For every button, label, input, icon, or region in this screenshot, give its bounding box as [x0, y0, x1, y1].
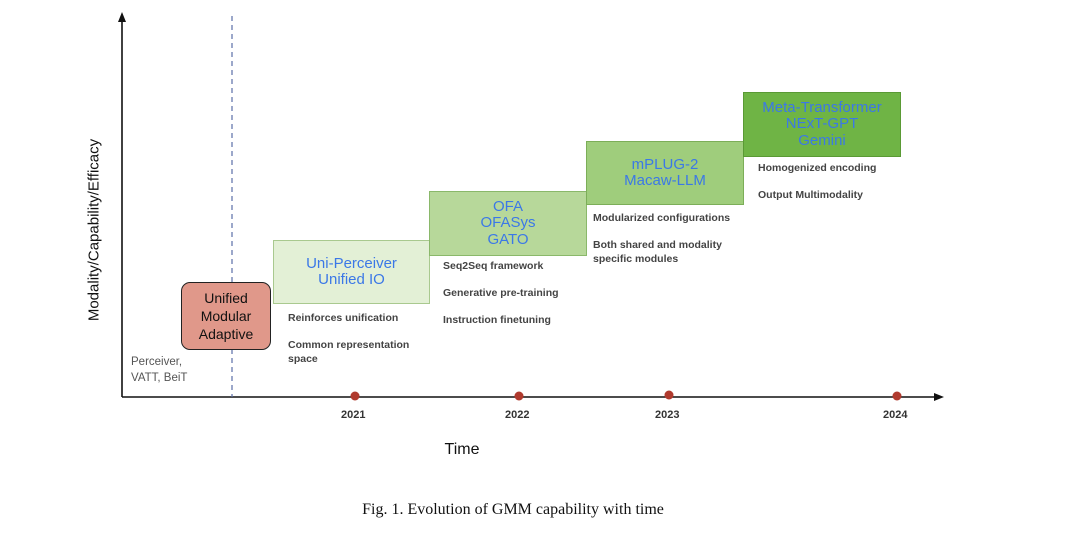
- stage-2022-model-1: OFA: [492, 197, 523, 215]
- year-label-2022: 2022: [505, 409, 530, 421]
- stage-2021-feature-2: Common representation space: [288, 339, 410, 365]
- principle-unified: Unified: [204, 289, 248, 306]
- stage-2022-feature-3: Instruction finetuning: [443, 314, 551, 326]
- stage-2023-model-2: Macaw-LLM: [624, 172, 706, 189]
- stage-2021-feature-1: Reinforces unification: [288, 312, 399, 324]
- year-dot-2023: [664, 390, 674, 400]
- core-principles-box: Unified Modular Adaptive: [181, 282, 271, 350]
- stage-2022-model-3: GATO: [487, 230, 529, 248]
- stage-2022-feature-2: Generative pre-training: [443, 287, 559, 299]
- stage-2024-model-2: NExT-GPT: [785, 115, 859, 133]
- figure-caption: Fig. 1. Evolution of GMM capability with…: [362, 501, 664, 518]
- year-dot-2022: [514, 391, 524, 401]
- stage-2023-model-1: mPLUG-2: [631, 155, 699, 173]
- stage-2022-box: OFA OFASys GATO: [429, 191, 587, 256]
- stage-2023-feature-1: Modularized configurations: [593, 212, 731, 224]
- year-label-2024: 2024: [883, 409, 908, 421]
- stage-2022-feature-1: Seq2Seq framework: [443, 260, 544, 272]
- origin-models: Perceiver, VATT, BeiT: [131, 355, 187, 386]
- stage-2024-model-3: Gemini: [798, 131, 846, 149]
- origin-models-line-2: VATT, BeiT: [131, 371, 188, 384]
- origin-models-line-1: Perceiver,: [131, 356, 183, 368]
- stage-2024-box: Meta-Transformer NExT-GPT Gemini: [743, 92, 901, 157]
- stage-2021-model-2: Unified IO: [318, 271, 385, 288]
- x-axis-label: Time: [444, 441, 480, 458]
- y-axis-arrow: [118, 12, 126, 22]
- year-dot-2021: [350, 391, 360, 401]
- year-dot-2024: [892, 391, 902, 401]
- stage-2024-model-1: Meta-Transformer: [762, 98, 882, 116]
- x-axis-arrow: [934, 393, 944, 401]
- stage-2024-feature-1: Homogenized encoding: [758, 162, 877, 174]
- y-axis-label: Modality/Capability/Efficacy: [85, 138, 103, 322]
- principle-modular: Modular: [200, 307, 252, 324]
- stage-2023-box: mPLUG-2 Macaw-LLM: [586, 141, 744, 205]
- year-label-2023: 2023: [655, 409, 680, 421]
- year-label-2021: 2021: [341, 409, 366, 421]
- stage-2021-box: Uni-Perceiver Unified IO: [273, 240, 430, 304]
- stage-2023-feature-2: Both shared and modality specific module…: [593, 239, 722, 265]
- stage-2021-model-1: Uni-Perceiver: [306, 254, 397, 272]
- principle-adaptive: Adaptive: [198, 326, 254, 343]
- stage-2022-model-2: OFASys: [480, 214, 536, 232]
- stage-2024-feature-2: Output Multimodality: [758, 189, 863, 201]
